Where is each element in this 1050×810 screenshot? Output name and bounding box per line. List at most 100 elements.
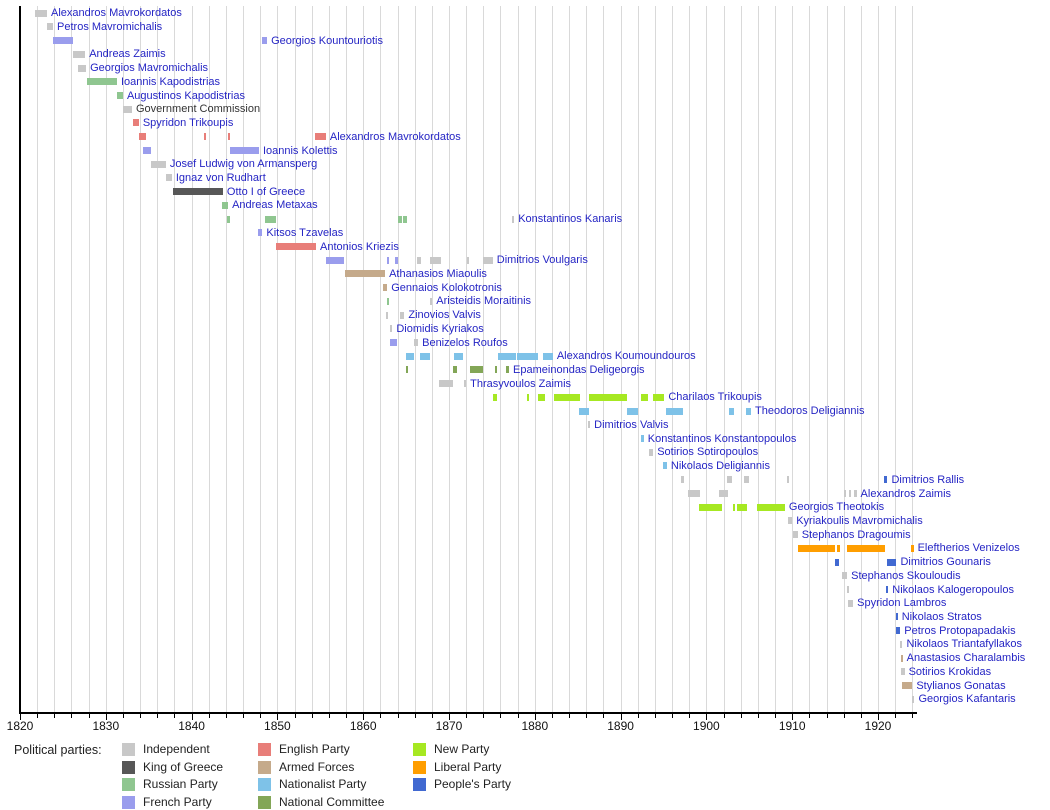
person-link[interactable]: Dimitrios Gounaris xyxy=(900,556,991,569)
legend-title: Political parties: xyxy=(14,743,102,757)
person-link[interactable]: Andreas Metaxas xyxy=(232,199,318,212)
term-bar xyxy=(116,92,123,100)
term-bar xyxy=(885,585,889,593)
term-bar xyxy=(787,517,793,525)
gridline xyxy=(191,6,193,712)
legend-label-committee: National Committee xyxy=(279,794,385,809)
person-link[interactable]: Kyriakoulis Mavromichalis xyxy=(796,514,923,527)
gridline xyxy=(414,6,416,712)
person-link[interactable]: Dimitrios Valvis xyxy=(594,418,669,431)
gridline xyxy=(809,6,811,712)
person-link[interactable]: Nikolaos Stratos xyxy=(901,610,982,623)
term-bar xyxy=(325,256,344,264)
person-link[interactable]: Petros Protopapadakis xyxy=(904,624,1016,637)
legend-swatch-liberal xyxy=(413,760,426,774)
person-link[interactable]: Theodoros Deligiannis xyxy=(755,405,865,418)
person-link[interactable]: Sotirios Sotiropoulos xyxy=(657,446,759,459)
axis-tick-minor xyxy=(517,714,519,718)
person-link[interactable]: Konstantinos Konstantopoulos xyxy=(647,432,797,445)
person-link[interactable]: Athanasios Miaoulis xyxy=(389,267,487,280)
legend-swatch-new xyxy=(413,743,426,756)
person-link[interactable]: Nikolaos Triantafyllakos xyxy=(906,638,1022,651)
plot-area: 1820 1830 1840 1850 1860 1870 1880 1890 1900 1910… xyxy=(6,6,1026,733)
person-link[interactable]: Aristeidis Moraitinis xyxy=(436,295,532,308)
person-link[interactable]: Ioannis Kapodistrias xyxy=(120,75,221,88)
gridline xyxy=(208,6,210,712)
term-bar xyxy=(143,146,151,154)
axis-tick-minor xyxy=(157,714,159,718)
axis-year-label: 1820 xyxy=(6,719,34,733)
person-link[interactable]: Alexandros Zaimis xyxy=(860,487,952,500)
person-link[interactable]: Charilaos Trikoupis xyxy=(668,391,762,404)
legend-swatch-english xyxy=(258,743,271,756)
legend-label-russian: Russian Party xyxy=(143,777,218,791)
person-link[interactable]: Epameinondas Deligeorgis xyxy=(513,364,645,377)
person-link[interactable]: Ioannis Kolettis xyxy=(262,144,338,157)
person-link[interactable]: Spyridon Trikoupis xyxy=(142,117,234,130)
term-bar xyxy=(47,23,54,31)
gridline xyxy=(328,6,330,712)
gridline xyxy=(654,6,656,712)
term-bar xyxy=(430,256,441,264)
person-link[interactable]: Andreas Zaimis xyxy=(89,48,166,61)
person-link[interactable]: Otto I of Greece xyxy=(226,185,306,198)
gridline xyxy=(277,6,279,712)
term-bar xyxy=(653,393,665,401)
person-link[interactable]: Sotirios Krokidas xyxy=(908,665,992,678)
person-link[interactable]: Josef Ludwig von Armansperg xyxy=(169,158,318,171)
person-link[interactable]: Gennaios Kolokotronis xyxy=(391,281,502,294)
legend-swatch-french xyxy=(122,795,135,809)
person-link[interactable]: Anastasios Charalambis xyxy=(906,652,1026,665)
person-link[interactable]: Spyridon Lambros xyxy=(857,597,947,610)
axis-tick-minor xyxy=(311,714,313,718)
person-link[interactable]: Georgios Theotokis xyxy=(788,501,885,514)
legend-swatch-armed xyxy=(258,760,271,774)
person-link[interactable]: Benizelos Roufos xyxy=(422,336,508,349)
person-link[interactable]: Petros Mavromichalis xyxy=(57,21,163,34)
person-link[interactable]: Stylianos Gonatas xyxy=(916,679,1006,692)
person-link[interactable]: Dimitrios Rallis xyxy=(891,473,965,486)
person-link[interactable]: Konstantinos Kanaris xyxy=(518,213,623,226)
person-link[interactable]: Ignaz von Rudhart xyxy=(175,171,266,184)
axis-tick-major xyxy=(363,714,365,720)
person-link[interactable]: Nikolaos Kalogeropoulos xyxy=(892,583,1014,596)
person-link[interactable]: Augustinos Kapodistrias xyxy=(126,89,245,102)
axis-tick-minor xyxy=(397,714,399,718)
person-link[interactable]: Georgios Kountouriotis xyxy=(271,34,383,47)
person-link[interactable]: Antonios Kriezis xyxy=(320,240,399,253)
axis-tick-minor xyxy=(912,714,914,718)
term-bar xyxy=(719,489,728,497)
person-link[interactable]: Alexandros Mavrokordatos xyxy=(329,130,461,143)
person-link[interactable]: Alexandros Koumoundouros xyxy=(556,350,696,363)
person-link[interactable]: Kitsos Tzavelas xyxy=(266,226,344,239)
person-label-static: Government Commission xyxy=(135,103,261,116)
term-bar xyxy=(389,325,393,333)
axis-tick-minor xyxy=(860,714,862,718)
person-link[interactable]: Stephanos Skouloudis xyxy=(851,569,961,582)
person-link[interactable]: Stephanos Dragoumis xyxy=(801,528,911,541)
person-link[interactable]: Zinovios Valvis xyxy=(408,309,481,322)
person-link[interactable]: Georgios Mavromichalis xyxy=(90,62,209,75)
gridline xyxy=(71,6,73,712)
term-bar xyxy=(77,64,87,72)
legend-label-nationalist: Nationalist Party xyxy=(279,777,367,791)
term-bar xyxy=(228,133,231,141)
person-link[interactable]: Nikolaos Deligiannis xyxy=(670,460,770,473)
term-bar xyxy=(122,105,132,113)
person-link[interactable]: Thrasyvoulos Zaimis xyxy=(470,377,572,390)
person-link[interactable]: Georgios Kafantaris xyxy=(918,693,1016,706)
axis-tick-minor xyxy=(569,714,571,718)
person-link[interactable]: Eleftherios Venizelos xyxy=(917,542,1020,555)
term-bar xyxy=(641,393,649,401)
term-bar xyxy=(86,78,117,86)
person-link[interactable]: Diomidis Kyriakos xyxy=(396,322,484,335)
gridline xyxy=(620,6,622,712)
person-link[interactable]: Dimitrios Voulgaris xyxy=(496,254,588,267)
person-link[interactable]: Alexandros Mavrokordatos xyxy=(51,7,182,20)
term-bar xyxy=(900,640,903,648)
axis-tick-minor xyxy=(757,714,759,718)
axis-tick-minor xyxy=(483,714,485,718)
term-bar xyxy=(400,311,405,319)
legend-swatch-russian xyxy=(122,778,135,791)
term-bar xyxy=(276,242,316,250)
